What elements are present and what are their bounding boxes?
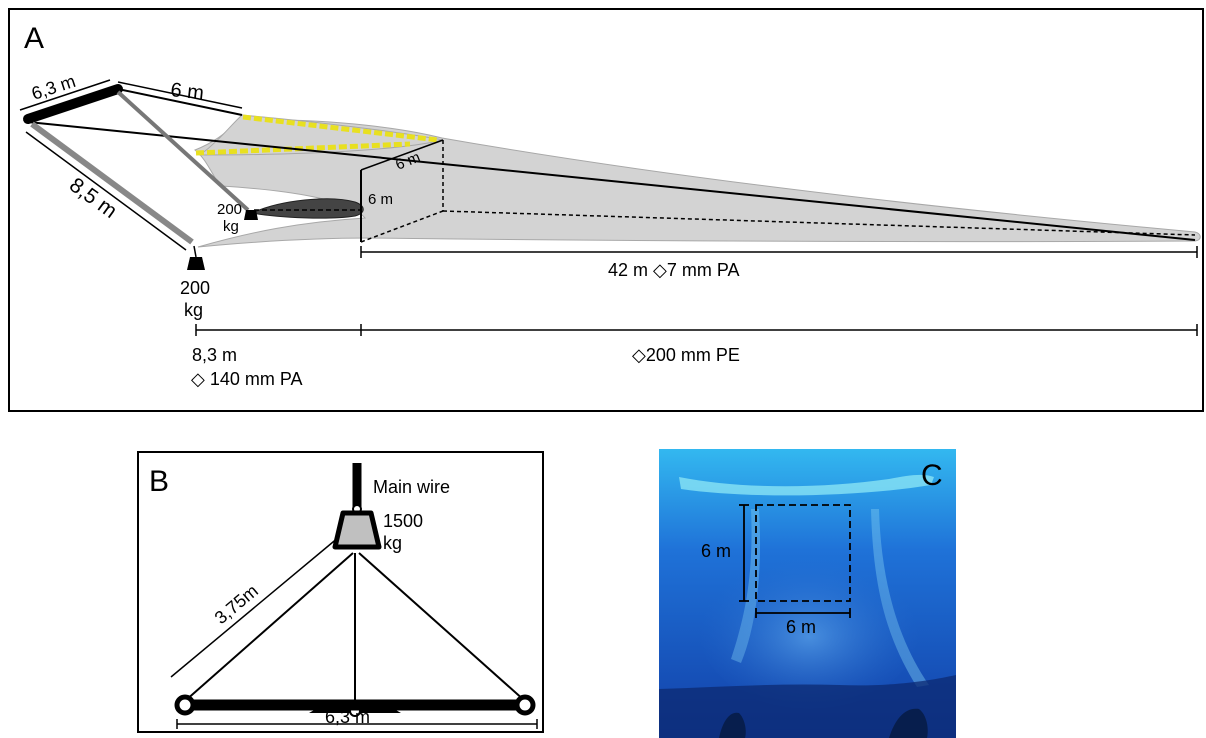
panel-a-trawl-side-view: A: [8, 8, 1204, 412]
grey-rope-small-weight: [116, 90, 250, 212]
label-small-weight-value: 200: [217, 201, 242, 218]
upper-rope: [117, 88, 243, 116]
big-weight-icon: [187, 257, 205, 270]
dimension-line-total: [195, 324, 1198, 336]
headline-rope: [27, 121, 1196, 241]
net-top-band: [679, 474, 934, 496]
mouth-cube: [360, 139, 1196, 243]
upper-rope-measure: [117, 81, 243, 109]
dimension-line-body: [360, 246, 1198, 258]
dimension-line-width: [755, 608, 851, 618]
dimension-line-bar: [176, 719, 538, 729]
big-weight-connector: [193, 245, 197, 258]
label-photo-height: 6 m: [701, 541, 731, 561]
dimension-line-height: [739, 504, 749, 602]
underwater-photo-svg: 6 m 6 m C: [659, 449, 956, 738]
bottom-dark-blob-right: [889, 708, 928, 738]
bar-end-ring-right: [514, 694, 536, 716]
label-small-weight-unit: kg: [223, 218, 239, 235]
grey-rope-big-weight: [30, 121, 194, 245]
bridle-left: [184, 552, 354, 702]
label-main-wire: Main wire: [373, 477, 450, 497]
lower-kite: [250, 198, 364, 219]
label-photo-width: 6 m: [786, 617, 816, 637]
small-weight-icon: [244, 210, 258, 220]
label-big-weight-value: 200: [180, 278, 210, 298]
spreader-bar: [23, 84, 123, 124]
label-bridle: 3,75m: [211, 581, 262, 628]
spreader-diagram-svg: B Main wire 1500 kg 3,75m 6,3 m: [149, 463, 538, 729]
side-rope-measure: [25, 131, 187, 251]
label-mouth-height: 6 m: [368, 191, 393, 208]
bar-measure-tick-a: [19, 79, 111, 111]
label-bar-width: 6,3 m: [325, 707, 370, 727]
panel-b-spreader-bar: B Main wire 1500 kg 3,75m 6,3 m: [137, 451, 544, 733]
label-big-weight-unit: kg: [184, 300, 203, 320]
label-rear-mesh: ◇200 mm PE: [632, 345, 740, 365]
label-front-mesh: ◇ 140 mm PA: [191, 369, 303, 389]
label-weight-value: 1500: [383, 511, 423, 531]
bottom-dark-blob-left: [719, 712, 746, 738]
panel-letter-a: A: [24, 22, 44, 55]
net-wall-left: [731, 509, 761, 663]
panel-c-underwater-photo: 6 m 6 m C: [659, 449, 956, 738]
label-front-length: 8,3 m: [192, 345, 237, 365]
label-upper-rope: 6 m: [169, 79, 204, 104]
bridle-right: [358, 552, 526, 702]
bar-end-ring-left: [174, 694, 196, 716]
panel-letter-c: C: [921, 459, 943, 492]
depressor-weight: [332, 510, 382, 550]
mouth-square-dashed: [755, 504, 851, 602]
label-weight-unit: kg: [383, 533, 402, 553]
trawl-diagram-svg: A: [19, 22, 1201, 389]
light-glow: [699, 549, 919, 709]
label-body: 42 m ◇7 mm PA: [608, 260, 740, 280]
bridle-measure: [170, 536, 340, 678]
float-line-lower: [195, 141, 411, 156]
panel-letter-b: B: [149, 465, 169, 498]
